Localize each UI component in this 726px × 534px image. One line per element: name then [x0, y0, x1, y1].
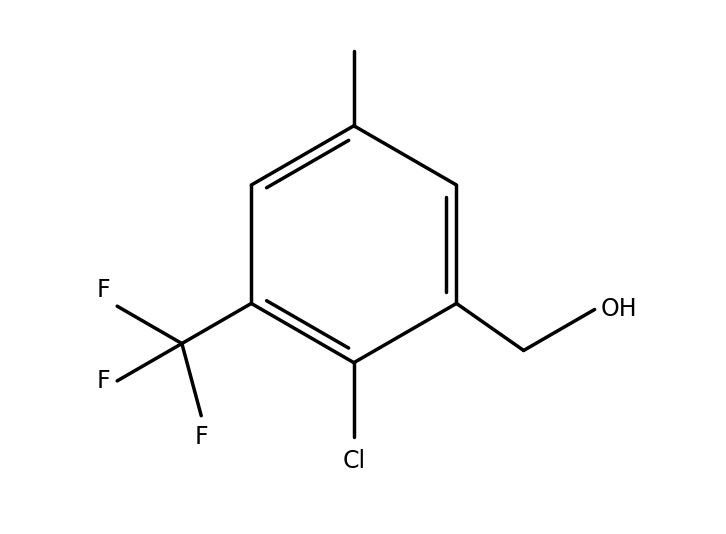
Text: F: F — [195, 425, 208, 449]
Text: OH: OH — [601, 297, 637, 321]
Text: F: F — [97, 369, 110, 393]
Text: Cl: Cl — [343, 449, 365, 473]
Text: F: F — [97, 278, 110, 302]
